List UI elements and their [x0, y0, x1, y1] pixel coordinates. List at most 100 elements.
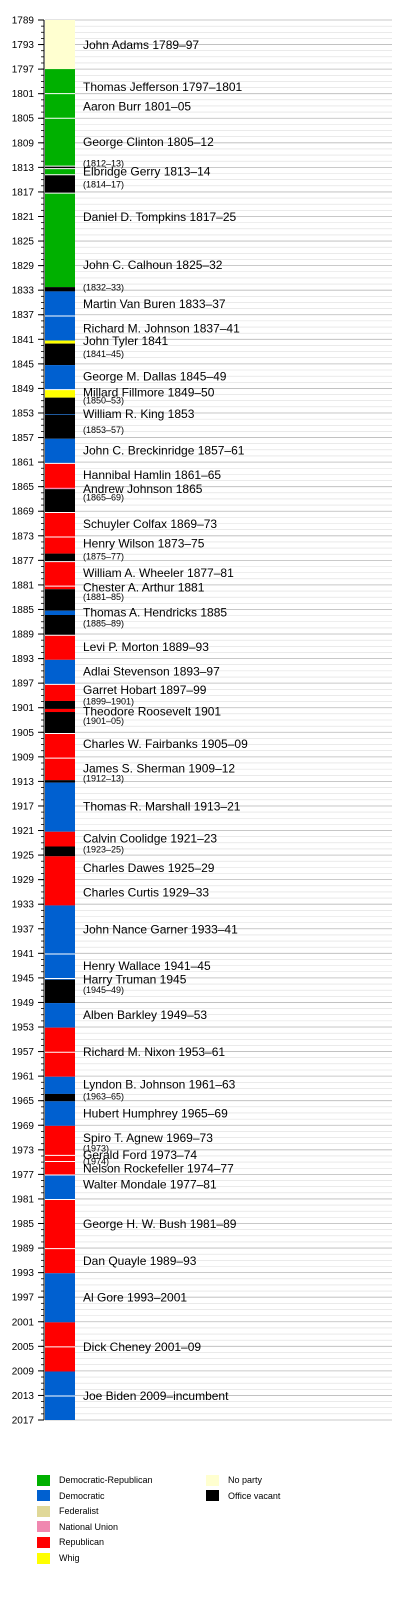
y-axis-tick-label: 1957	[12, 1047, 35, 1058]
term-bar	[45, 610, 75, 615]
vice-president-label: Nelson Rockefeller 1974–77	[83, 1162, 234, 1176]
vacancy-label: (1912–13)	[83, 773, 124, 783]
vice-president-label: Harry Truman 1945	[83, 973, 187, 987]
term-bar	[45, 782, 75, 832]
vice-president-label: Walter Mondale 1977–81	[83, 1178, 217, 1192]
y-axis-tick-label: 1793	[12, 40, 35, 51]
vacancy-label: (1875–77)	[83, 552, 124, 562]
y-axis-tick-label: 1989	[12, 1244, 35, 1255]
term-bar	[45, 659, 75, 685]
term-bar	[45, 1093, 75, 1102]
legend-item: National Union	[37, 1520, 118, 1534]
term-bar	[45, 1199, 75, 1274]
term-bar	[45, 905, 75, 980]
term-bar	[45, 1003, 75, 1028]
vice-president-label: Henry Wallace 1941–45	[83, 959, 211, 973]
vice-president-label: Chester A. Arthur 1881	[83, 580, 205, 594]
vacancy-label: (1945–49)	[83, 985, 124, 995]
term-bar	[45, 166, 75, 169]
vice-president-label: John C. Calhoun 1825–32	[83, 258, 223, 272]
term-bar	[45, 712, 75, 734]
legend-item: Democratic	[37, 1489, 105, 1503]
vice-president-label: Martin Van Buren 1833–37	[83, 297, 226, 311]
term-bar	[45, 397, 75, 415]
term-bar	[45, 1273, 75, 1323]
legend-swatch	[206, 1474, 219, 1486]
vice-president-label: Dick Cheney 2001–09	[83, 1340, 201, 1354]
y-axis-tick-label: 1897	[12, 679, 35, 690]
vice-president-label: Schuyler Colfax 1869–73	[83, 517, 217, 531]
y-axis-tick-label: 1861	[12, 458, 35, 469]
term-bar	[45, 463, 75, 488]
y-axis-tick-label: 1945	[12, 973, 35, 984]
vice-president-label: Hubert Humphrey 1965–69	[83, 1106, 228, 1120]
vice-president-label: Adlai Stevenson 1893–97	[83, 664, 220, 678]
term-bar	[45, 438, 75, 464]
term-bar	[45, 733, 75, 781]
y-axis-tick-label: 1953	[12, 1023, 35, 1034]
y-axis-tick-label: 1837	[12, 310, 35, 321]
y-axis-tick-label: 1829	[12, 261, 35, 272]
vice-president-label: James S. Sherman 1909–12	[83, 761, 235, 775]
legend-label: Office vacant	[228, 1490, 281, 1501]
vacancy-label: (1899–1901)	[83, 697, 134, 707]
vice-president-label: Henry Wilson 1873–75	[83, 537, 205, 551]
y-axis-tick-label: 1977	[12, 1170, 35, 1181]
term-bar	[45, 193, 75, 288]
y-axis-tick-label: 1845	[12, 359, 35, 370]
y-axis-tick-label: 1937	[12, 924, 35, 935]
legend-label: Democratic-Republican	[59, 1475, 153, 1485]
term-bar	[45, 780, 75, 783]
y-axis-tick-label: 2017	[12, 1416, 35, 1427]
vice-president-label: John C. Breckinridge 1857–61	[83, 443, 245, 457]
vice-president-label: John Adams 1789–97	[83, 38, 199, 52]
y-axis-tick-label: 1917	[12, 801, 35, 812]
legend-swatch	[37, 1536, 50, 1548]
y-axis-tick-label: 1853	[12, 408, 35, 419]
term-bar	[45, 831, 75, 847]
vice-president-label: Thomas A. Hendricks 1885	[83, 605, 227, 619]
term-bar	[45, 615, 75, 636]
y-axis-tick-label: 1905	[12, 728, 35, 739]
vacancy-label: (1865–69)	[83, 493, 124, 503]
legend-item: Democratic-Republican	[37, 1473, 153, 1487]
y-axis-tick-label: 1869	[12, 507, 35, 518]
term-bar	[45, 487, 75, 490]
y-axis-tick-label: 1965	[12, 1096, 35, 1107]
vice-president-label: Al Gore 1993–2001	[83, 1291, 187, 1305]
y-axis-tick-label: 1949	[12, 998, 35, 1009]
y-axis-tick-label: 1849	[12, 384, 35, 395]
y-axis-tick-label: 1985	[12, 1219, 35, 1230]
vacancy-label: (1853–57)	[83, 425, 124, 435]
legend-swatch	[37, 1505, 50, 1517]
vice-president-label: Elbridge Gerry 1813–14	[83, 165, 211, 179]
vacancy-label: (1832–33)	[83, 283, 124, 293]
y-axis-tick-label: 1893	[12, 654, 35, 665]
legend-item: Republican	[37, 1535, 104, 1549]
vacancy-label: (1850–53)	[83, 396, 124, 406]
term-bar	[45, 1175, 75, 1200]
term-bar	[45, 979, 75, 1004]
vice-president-label: George H. W. Bush 1981–89	[83, 1217, 237, 1231]
y-axis-tick-label: 1901	[12, 703, 35, 714]
vice-president-label: John Nance Garner 1933–41	[83, 922, 238, 936]
term-bar	[45, 635, 75, 660]
vice-president-timeline: 1789 1793 1797 1801 1805 1809 1813 1817 1821 1825…	[12, 16, 392, 1427]
vice-president-label: Dan Quayle 1989–93	[83, 1254, 197, 1268]
vice-president-label: Theodore Roosevelt 1901	[83, 704, 221, 718]
y-axis-tick-label: 1881	[12, 580, 35, 591]
legend-swatch	[37, 1521, 50, 1533]
legend-swatch	[37, 1474, 50, 1486]
legend-swatch	[37, 1490, 50, 1502]
legend-item: Whig	[37, 1551, 80, 1565]
term-bar	[45, 684, 75, 701]
vice-president-label: William R. King 1853	[83, 407, 195, 421]
term-bar	[45, 287, 75, 292]
y-axis-tick-label: 1925	[12, 851, 35, 862]
term-bar	[45, 174, 75, 194]
vacancy-label: (1881–85)	[83, 592, 124, 602]
vice-president-label: George M. Dallas 1845–49	[83, 370, 227, 384]
vice-president-label: Charles Curtis 1929–33	[83, 885, 209, 899]
vice-president-label: John Tyler 1841	[83, 334, 168, 348]
term-bar	[45, 343, 75, 366]
